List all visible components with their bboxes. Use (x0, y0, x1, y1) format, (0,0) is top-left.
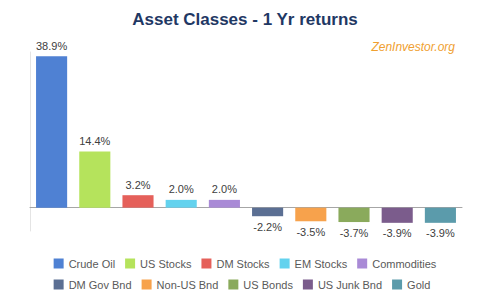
svg-text:Crude Oil: Crude Oil (69, 258, 115, 270)
svg-text:US Stocks: US Stocks (140, 258, 192, 270)
svg-text:US Junk Bnd: US Junk Bnd (318, 279, 382, 291)
svg-text:Asset Classes - 1 Yr returns: Asset Classes - 1 Yr returns (132, 10, 358, 29)
svg-text:-3.9%: -3.9% (426, 227, 455, 239)
svg-text:38.9%: 38.9% (36, 40, 67, 52)
svg-text:14.4%: 14.4% (79, 135, 110, 147)
svg-text:-3.5%: -3.5% (296, 226, 325, 238)
svg-text:Commodities: Commodities (372, 258, 437, 270)
svg-text:-3.7%: -3.7% (340, 227, 369, 239)
svg-text:-3.9%: -3.9% (383, 227, 412, 239)
svg-text:DM Stocks: DM Stocks (216, 258, 270, 270)
svg-text:Non-US Bnd: Non-US Bnd (157, 279, 219, 291)
svg-text:2.0%: 2.0% (169, 183, 194, 195)
svg-text:2.0%: 2.0% (212, 183, 237, 195)
svg-text:ZenInvestor.org: ZenInvestor.org (370, 40, 455, 54)
svg-text:-2.2%: -2.2% (253, 221, 282, 233)
svg-text:DM Gov Bnd: DM Gov Bnd (69, 279, 132, 291)
svg-text:EM Stocks: EM Stocks (295, 258, 348, 270)
svg-text:US Bonds: US Bonds (243, 279, 293, 291)
svg-text:Gold: Gold (407, 279, 430, 291)
svg-text:3.2%: 3.2% (125, 179, 150, 191)
